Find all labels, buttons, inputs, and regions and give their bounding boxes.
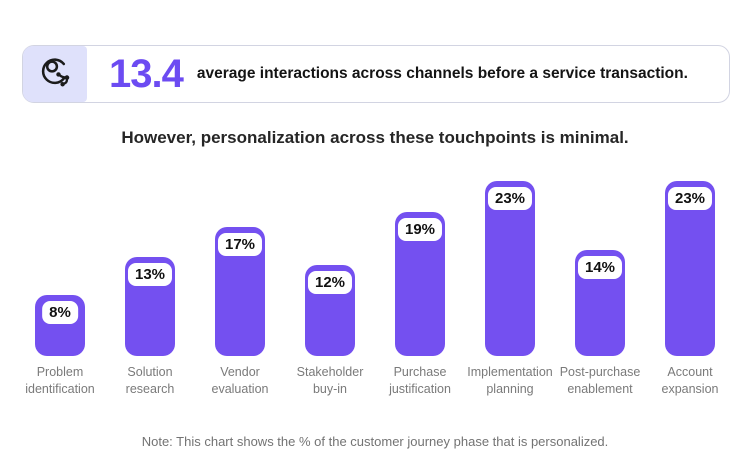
bar-chart: 8% Problem identification 13% Solution rese… (15, 178, 735, 400)
bar: 8% (35, 295, 85, 356)
person-network-icon (36, 53, 74, 96)
bar-value-label: 13% (127, 263, 173, 286)
bar-area: 8% (35, 178, 85, 356)
bar: 23% (485, 181, 535, 356)
bar: 19% (395, 212, 445, 356)
category-label: Account expansion (661, 365, 719, 396)
bar-column: 19% Purchase justification (375, 178, 465, 400)
bar-area: 12% (305, 178, 355, 356)
bar-value-label: 14% (577, 256, 623, 279)
category-label: Post-purchase enablement (559, 365, 641, 396)
bar-area: 23% (665, 178, 715, 356)
bar-column: 23% Account expansion (645, 178, 735, 400)
category-label: Problem identification (25, 365, 95, 396)
chart-footnote: Note: This chart shows the % of the cust… (141, 434, 609, 449)
bar-column: 8% Problem identification (15, 178, 105, 400)
bar: 14% (575, 250, 625, 356)
bar-column: 13% Solution research (105, 178, 195, 400)
bar-column: 14% Post-purchase enablement (555, 178, 645, 400)
bar-value-label: 12% (307, 271, 353, 294)
bar-column: 17% Vendor evaluation (195, 178, 285, 400)
bar-area: 13% (125, 178, 175, 356)
bar-value-label: 17% (217, 233, 263, 256)
bar-area: 19% (395, 178, 445, 356)
bar: 23% (665, 181, 715, 356)
bar-value-label: 19% (397, 218, 443, 241)
stat-card: 13.4 average interactions across channel… (22, 45, 730, 103)
bar-column: 12% Stakeholder buy-in (285, 178, 375, 400)
bar: 17% (215, 227, 265, 356)
chart-title: However, personalization across these to… (121, 128, 629, 147)
bar: 12% (305, 265, 355, 356)
stat-icon-tile (23, 46, 87, 102)
bar: 13% (125, 257, 175, 356)
category-label: Vendor evaluation (211, 365, 269, 396)
bar-value-label: 23% (487, 187, 533, 210)
bar-area: 14% (575, 178, 625, 356)
stat-value: 13.4 (109, 52, 184, 96)
stat-description: average interactions across channels bef… (196, 65, 688, 82)
category-label: Implementation planning (467, 365, 553, 396)
bar-column: 23% Implementation planning (465, 178, 555, 400)
category-label: Solution research (125, 365, 175, 396)
bar-area: 23% (485, 178, 535, 356)
bar-area: 17% (215, 178, 265, 356)
bar-value-label: 8% (42, 301, 78, 324)
category-label: Purchase justification (389, 365, 451, 396)
category-label: Stakeholder buy-in (296, 365, 364, 396)
bar-value-label: 23% (667, 187, 713, 210)
